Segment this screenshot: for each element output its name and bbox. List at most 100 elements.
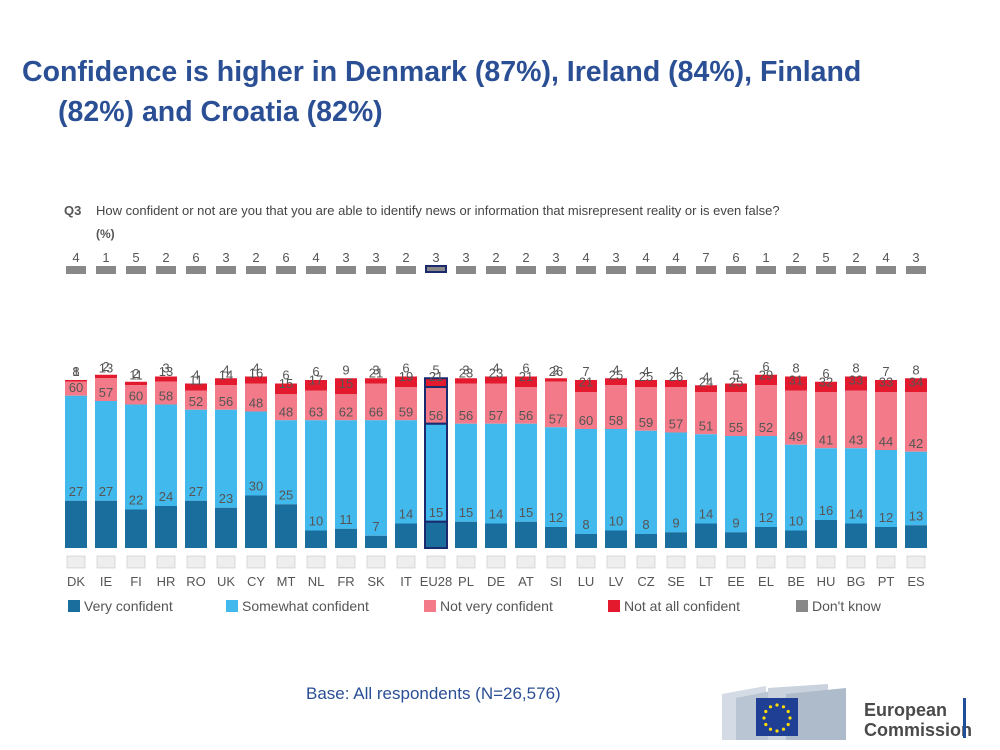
label-not-very: 21 bbox=[429, 369, 443, 384]
bar-not-at-all bbox=[635, 380, 657, 387]
label-not-at-all: 4 bbox=[222, 362, 229, 377]
eu-stars-icon bbox=[762, 703, 792, 733]
bar-not-very bbox=[185, 390, 207, 410]
flag-se-icon bbox=[666, 555, 686, 569]
label-very: 27 bbox=[189, 484, 203, 499]
label-dont-know: 2 bbox=[492, 250, 499, 265]
legend-swatch bbox=[796, 600, 808, 612]
label-not-at-all: 4 bbox=[612, 362, 619, 377]
bar-very bbox=[485, 523, 507, 548]
bar-group-fi: 5 211 60 22 FI bbox=[125, 250, 147, 589]
bar-not-at-all bbox=[215, 378, 237, 386]
label-dont-know: 4 bbox=[882, 250, 889, 265]
flag-at-icon bbox=[516, 555, 536, 569]
bar-not-very bbox=[245, 383, 267, 412]
bar-dont-know bbox=[486, 266, 506, 274]
label-somewhat: 42 bbox=[909, 436, 923, 451]
legend-label: Not at all confident bbox=[624, 598, 740, 614]
bar-not-very bbox=[125, 385, 147, 405]
label-very: 14 bbox=[489, 507, 503, 522]
question-code: Q3 bbox=[64, 203, 81, 218]
bar-group-nl: 4 617 63 10 NL bbox=[305, 250, 327, 589]
label-not-very: 29 bbox=[759, 367, 773, 382]
bar-not-very bbox=[875, 392, 897, 450]
bar-somewhat bbox=[665, 432, 687, 533]
label-somewhat: 51 bbox=[699, 418, 713, 433]
label-not-very: 23 bbox=[459, 366, 473, 381]
category-label: EE bbox=[727, 574, 745, 589]
base-footnote: Base: All respondents (N=26,576) bbox=[306, 684, 561, 703]
label-very: 15 bbox=[459, 505, 473, 520]
bar-not-at-all bbox=[65, 380, 87, 382]
bar-group-es: 3 834 42 13 ES bbox=[905, 250, 927, 589]
bar-somewhat bbox=[875, 450, 897, 527]
bar-not-very bbox=[215, 385, 237, 410]
bar-somewhat bbox=[125, 404, 147, 510]
label-not-at-all: 9 bbox=[342, 362, 349, 377]
logo-line-2: Commission bbox=[864, 720, 973, 740]
label-dont-know: 4 bbox=[312, 250, 319, 265]
category-label: IT bbox=[400, 574, 412, 589]
bar-dont-know bbox=[756, 266, 776, 274]
bar-not-very bbox=[395, 387, 417, 421]
bar-very bbox=[875, 527, 897, 548]
legend-swatch bbox=[68, 600, 80, 612]
label-very: 14 bbox=[849, 507, 863, 522]
bar-very bbox=[695, 523, 717, 548]
question-text: How confident or not are you that you ar… bbox=[96, 203, 780, 218]
bar-not-very bbox=[605, 385, 627, 429]
label-not-at-all: 5 bbox=[432, 362, 439, 377]
logo-line-1: European bbox=[864, 700, 948, 720]
label-not-at-all: 4 bbox=[492, 361, 499, 376]
flag-mt-icon bbox=[276, 555, 296, 569]
category-label: SE bbox=[667, 574, 685, 589]
label-somewhat: 48 bbox=[279, 404, 293, 419]
category-label: HU bbox=[817, 574, 836, 589]
flag-ro-icon bbox=[186, 555, 206, 569]
label-not-at-all: 4 bbox=[672, 364, 679, 379]
bar-not-at-all bbox=[125, 381, 147, 386]
logo-text: European Commission bbox=[864, 700, 972, 740]
label-dont-know: 4 bbox=[642, 250, 649, 265]
flag-pt-icon bbox=[876, 555, 896, 569]
label-not-at-all: 2 bbox=[102, 359, 109, 374]
label-dont-know: 1 bbox=[762, 250, 769, 265]
flag-cz-icon bbox=[636, 555, 656, 569]
label-dont-know: 6 bbox=[192, 250, 199, 265]
bar-group-ee: 6 525 55 9 EE bbox=[725, 250, 747, 589]
flag-fr-icon bbox=[336, 555, 356, 569]
bar-not-at-all bbox=[755, 374, 777, 386]
label-dont-know: 3 bbox=[222, 250, 229, 265]
label-very: 27 bbox=[99, 484, 113, 499]
label-not-at-all: 8 bbox=[792, 361, 799, 376]
bar-group-be: 2 831 49 10 BE bbox=[785, 250, 807, 589]
bar-dont-know bbox=[846, 266, 866, 274]
bar-somewhat bbox=[605, 429, 627, 531]
label-somewhat: 63 bbox=[309, 404, 323, 419]
bar-group-cy: 2 416 48 30 CY bbox=[245, 250, 267, 589]
label-not-very: 17 bbox=[309, 373, 323, 388]
label-very: 12 bbox=[879, 510, 893, 525]
label-not-very: 21 bbox=[519, 369, 533, 384]
category-label: CZ bbox=[637, 574, 654, 589]
category-label: CY bbox=[247, 574, 265, 589]
title-line-1: Confidence is higher in Denmark (87%), I… bbox=[22, 56, 862, 88]
category-label: SK bbox=[367, 574, 385, 589]
bar-dont-know bbox=[816, 266, 836, 274]
bar-somewhat bbox=[515, 423, 537, 522]
label-not-very: 21 bbox=[369, 366, 383, 381]
label-not-very: 15 bbox=[339, 376, 353, 391]
bar-group-bg: 2 833 43 14 BG bbox=[845, 250, 867, 589]
bar-not-at-all bbox=[185, 383, 207, 391]
legend-label: Somewhat confident bbox=[242, 598, 369, 614]
bar-not-very bbox=[365, 383, 387, 421]
bar-somewhat bbox=[725, 436, 747, 533]
bar-very bbox=[275, 504, 297, 548]
bar-very bbox=[65, 500, 87, 548]
flag-lt-icon bbox=[696, 555, 716, 569]
bar-very bbox=[725, 532, 747, 548]
bar-dont-know bbox=[876, 266, 896, 274]
bar-not-at-all bbox=[575, 380, 597, 393]
